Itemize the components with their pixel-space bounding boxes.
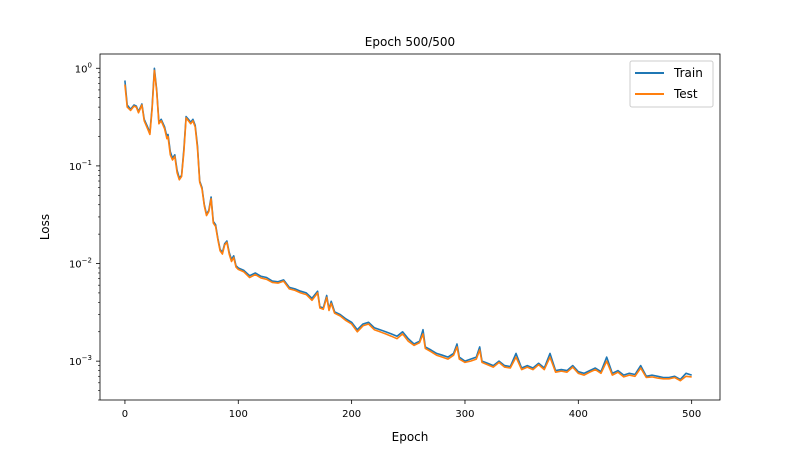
x-tick-label: 100 (229, 409, 248, 420)
series-layer (124, 67, 692, 382)
series-line-test (124, 69, 692, 382)
y-tick-label: 10−3 (69, 354, 92, 368)
x-axis: 0 100 200 300 400 500 (122, 400, 701, 420)
y-tick-label: 10−1 (69, 159, 92, 173)
axes-frame (99, 53, 721, 401)
x-tick-label: 500 (682, 409, 701, 420)
y-axis-title: Loss (38, 214, 52, 240)
legend-test-label: Test (673, 87, 698, 101)
y-tick-label: 10−2 (69, 257, 92, 271)
series-line-train (124, 67, 692, 381)
x-axis-title: Epoch (392, 430, 429, 444)
y-axis: 100 10−1 10−2 10−3 (69, 61, 100, 401)
x-tick-label: 200 (342, 409, 361, 420)
legend: Train Test (629, 60, 714, 108)
x-tick-label: 300 (455, 409, 474, 420)
plot-area (99, 53, 721, 401)
chart-title: Epoch 500/500 (365, 35, 455, 49)
legend-train-label: Train (673, 66, 703, 80)
x-tick-label: 0 (122, 409, 128, 420)
x-tick-label: 400 (569, 409, 588, 420)
y-tick-label: 100 (75, 61, 92, 75)
